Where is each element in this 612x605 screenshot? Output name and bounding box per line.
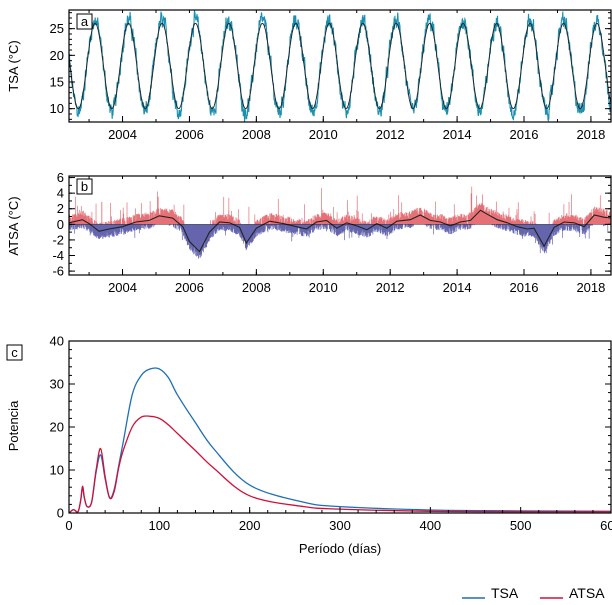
panel-c-xlabel: Período (días) [299,541,381,556]
y-tick-label: 15 [50,75,64,90]
panel-b-tag: b [81,179,88,194]
panel-c-ylabel: Potencia [6,400,21,451]
x-tick-label: 2012 [376,280,405,295]
x-tick-label: 2016 [510,280,539,295]
x-tick-label: 2004 [108,127,137,142]
x-tick-label: 2012 [376,127,405,142]
x-tick-label: 2018 [576,127,605,142]
x-tick-label: 2016 [510,127,539,142]
y-tick-label: 40 [50,334,64,349]
x-tick-label: 2006 [175,127,204,142]
tsa-climatology-line [69,22,611,110]
y-tick-label: 20 [50,420,64,435]
panel-a-tsa-timeseries: 2004 2006 2008 2010 2012 2014 2016 2018 10 15 20 25… [6,9,612,142]
atsa-negative-anomaly-bars [69,224,611,259]
panel-b-frame [68,175,612,276]
y-tick-label: 30 [50,377,64,392]
y-tick-label: -6 [52,264,64,279]
legend: TSA ATSA [462,585,605,601]
x-tick-label: 2010 [309,280,338,295]
y-tick-label: 0 [57,217,64,232]
spectrum-line-atsa [69,415,611,513]
panel-c-frame [68,340,612,514]
x-tick-label: 400 [419,518,441,533]
panel-a-tag: a [81,14,89,29]
panel-b-tag-box [76,178,93,195]
panel-a-tag-box [76,13,93,30]
spectrum-series-group [69,367,611,513]
x-tick-label: 200 [239,518,261,533]
x-tick-label: 2014 [443,280,472,295]
atsa-series-group [69,186,611,259]
panel-c-tag-box [6,344,23,361]
panel-b-atsa-anomaly: 2004 2006 2008 2010 2012 2014 2016 2018 -6-4-202… [6,170,612,295]
y-tick-label: 25 [50,21,64,36]
y-tick-label: -2 [52,232,64,247]
y-tick-label: 2 [57,201,64,216]
x-tick-label: 2008 [242,127,271,142]
panel-c-axes: 0102030400100200300400500600 [50,334,612,534]
y-tick-label: 0 [57,506,64,521]
atsa-positive-anomaly-bars [69,186,611,225]
spectrum-line-tsa [69,367,611,513]
y-tick-label: 10 [50,463,64,478]
y-tick-label: 20 [50,48,64,63]
panel-c-tag: c [11,345,18,360]
panel-a-axes: 2004 2006 2008 2010 2012 2014 2016 2018 10 15 20 25 [50,10,611,142]
x-tick-label: 2008 [242,280,271,295]
x-tick-label: 2010 [309,127,338,142]
panel-c-power-spectrum: 0102030400100200300400500600 c Potencia … [6,334,612,557]
panel-b-ylabel: ATSA (°C) [6,196,21,255]
x-tick-label: 500 [510,518,532,533]
legend-label-atsa: ATSA [569,585,605,601]
x-tick-label: 2014 [443,127,472,142]
x-tick-label: 2006 [175,280,204,295]
x-tick-label: 600 [600,518,612,533]
y-tick-label: 4 [57,186,64,201]
x-tick-label: 0 [65,518,72,533]
tsa-daily-line [69,10,611,122]
x-tick-label: 2018 [576,280,605,295]
x-tick-label: 100 [148,518,170,533]
y-tick-label: -4 [52,248,64,263]
x-tick-label: 300 [329,518,351,533]
tsa-series-group [69,10,611,122]
y-tick-label: 6 [57,170,64,185]
panel-a-ylabel: TSA (°C) [6,40,21,91]
panel-b-axes: 2004 2006 2008 2010 2012 2014 2016 2018 -6-4-202… [52,170,611,295]
y-tick-label: 10 [50,101,64,116]
legend-label-tsa: TSA [491,585,519,601]
x-tick-label: 2004 [108,280,137,295]
